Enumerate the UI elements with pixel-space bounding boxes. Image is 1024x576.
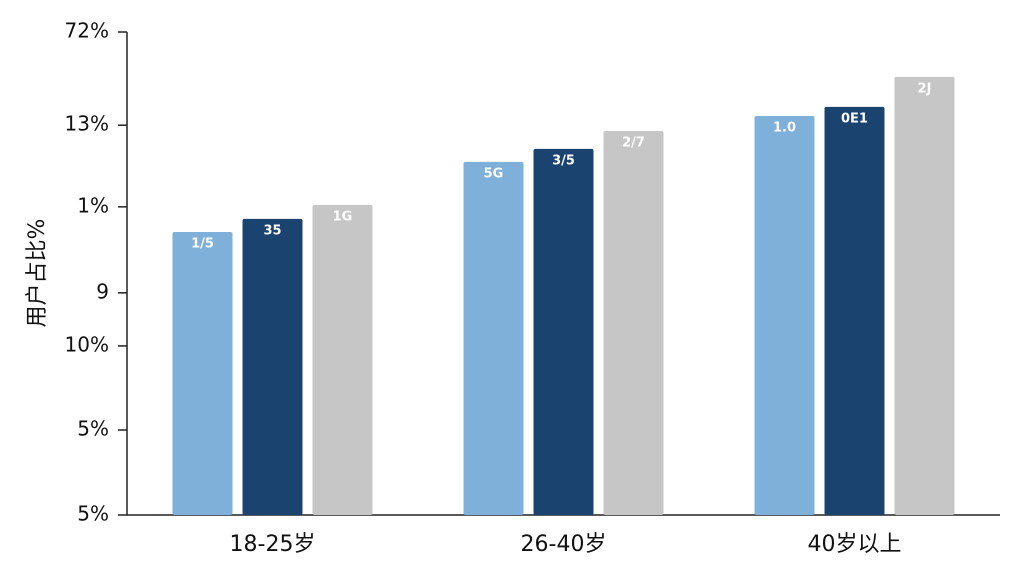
x-tick-label: 40岁以上 <box>808 532 902 557</box>
bar <box>603 131 664 515</box>
x-tick-label: 26-40岁 <box>521 532 607 557</box>
bar <box>312 204 373 515</box>
y-tick-label: 5% <box>77 416 109 440</box>
x-tick-label: 18-25岁 <box>230 532 316 557</box>
y-tick-label: 13% <box>65 112 109 136</box>
bar-value-label: 2/7 <box>622 136 645 151</box>
bar <box>463 161 524 515</box>
y-tick-label: 72% <box>65 19 109 43</box>
bar <box>824 106 885 516</box>
bar-value-label: 0E1 <box>841 111 868 126</box>
bar <box>894 76 955 515</box>
bar-value-label: 1.0 <box>773 121 796 136</box>
bar-value-label: 1G <box>333 209 353 224</box>
bar-value-label: 1/5 <box>191 236 214 251</box>
bar-value-label: 3/5 <box>552 153 575 168</box>
y-tick-label: 10% <box>65 332 109 356</box>
bar-value-label: 35 <box>263 223 281 238</box>
bar <box>172 231 233 515</box>
bar <box>533 148 594 516</box>
y-axis-label: 用户占比% <box>25 219 50 328</box>
bar-value-label: 5G <box>484 166 504 181</box>
y-tick-label: 5% <box>77 502 109 526</box>
y-tick-label: 9 <box>96 279 109 303</box>
bar <box>754 116 815 516</box>
bar-value-label: 2J <box>918 81 932 96</box>
y-tick-label: 1% <box>77 193 109 217</box>
bar <box>242 218 303 515</box>
